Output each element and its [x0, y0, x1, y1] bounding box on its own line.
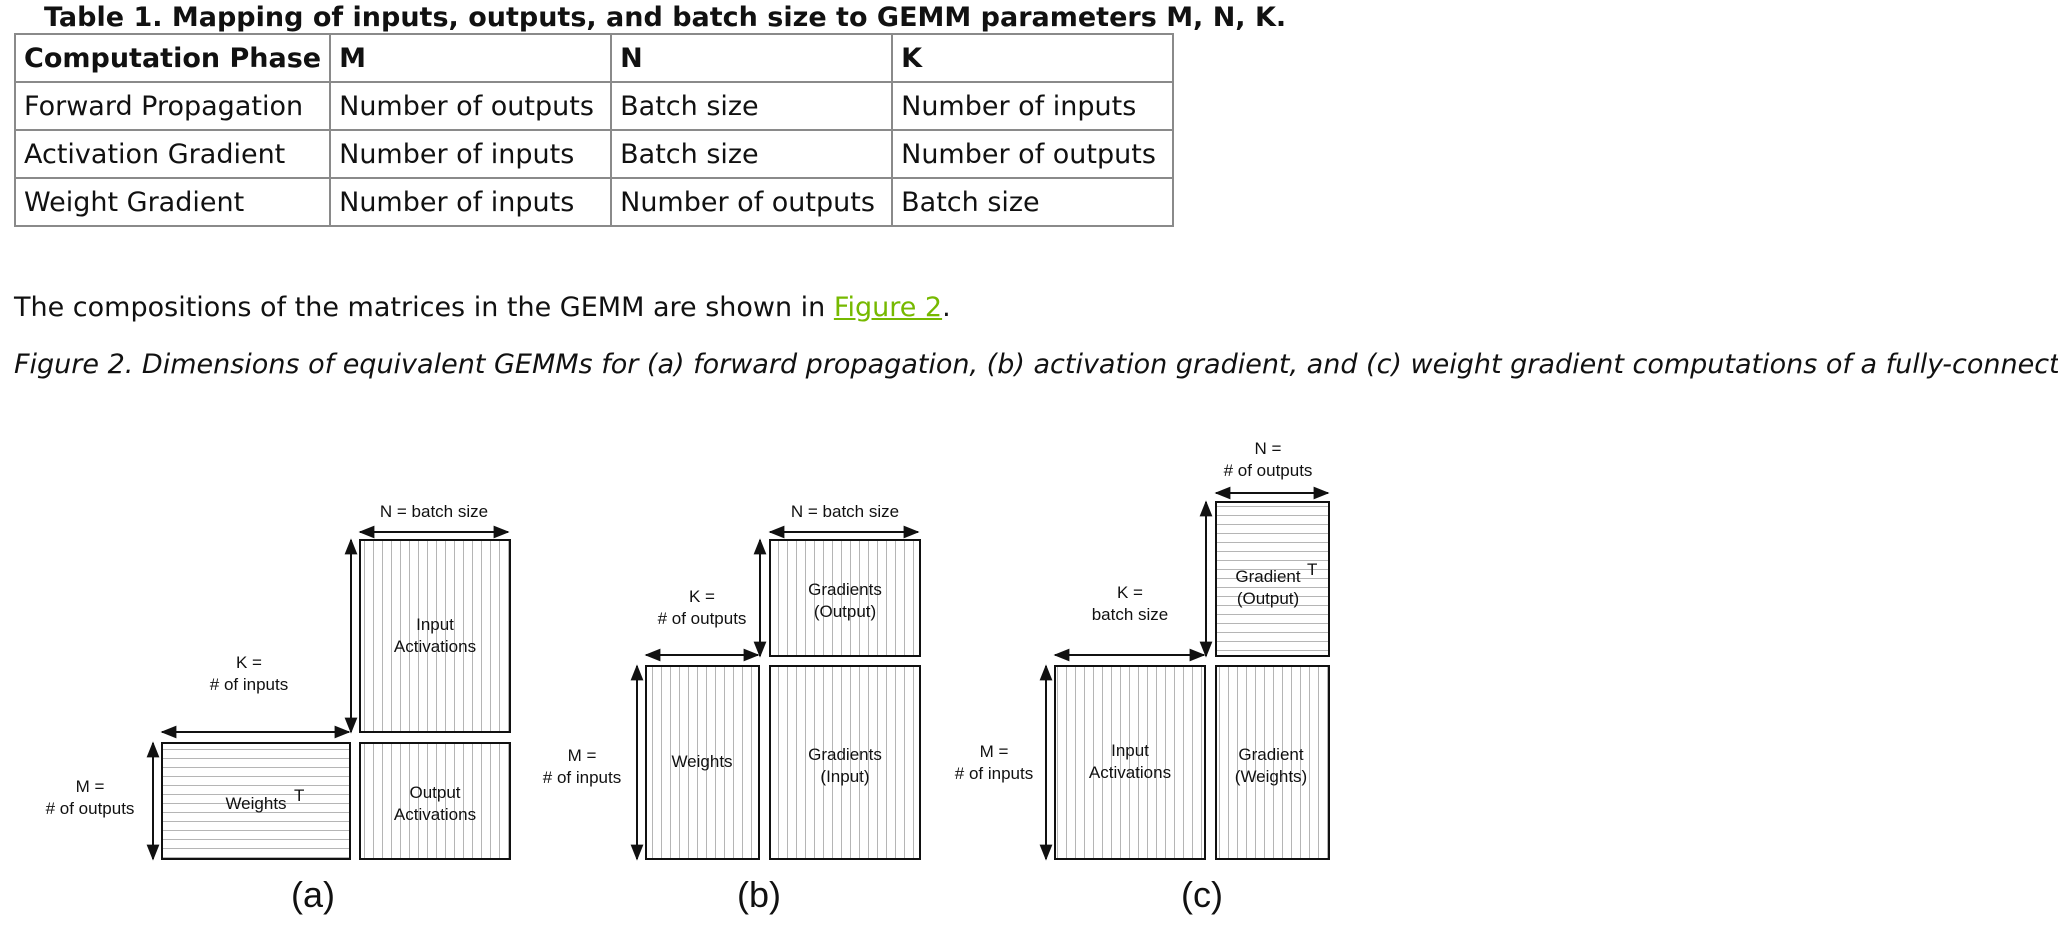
panel-label-a: (a) — [291, 874, 335, 915]
n-label-a: N = batch size — [380, 502, 488, 521]
matrix-label: Gradients — [808, 580, 882, 599]
table-cell: Weight Gradient — [13, 177, 332, 227]
k-label-a: # of inputs — [210, 675, 288, 694]
figure-caption: Figure 2. Dimensions of equivalent GEMMs… — [14, 349, 2058, 380]
panel-label-b: (b) — [737, 874, 781, 915]
k-label-b: # of outputs — [658, 609, 747, 628]
matrix-label: (Output) — [814, 602, 876, 621]
matrix-label: Activations — [394, 637, 476, 656]
table-row: Activation Gradient Number of inputs Bat… — [13, 129, 1175, 179]
k-label-b: K = — [689, 587, 715, 606]
header-cell: M — [329, 33, 613, 83]
k-label-c: batch size — [1092, 605, 1169, 624]
input-activations-matrix-c — [1054, 665, 1206, 860]
table-cell: Batch size — [610, 129, 894, 179]
n-label-b: N = batch size — [791, 502, 899, 521]
k-label-c: K = — [1117, 583, 1143, 602]
table-cell: Number of outputs — [329, 81, 613, 131]
superscript-t: T — [294, 786, 304, 805]
paragraph-text: The compositions of the matrices in the … — [14, 292, 834, 323]
output-activations-matrix — [359, 742, 511, 860]
matrix-label: (Weights) — [1235, 767, 1307, 786]
matrix-label: Gradient — [1235, 567, 1300, 586]
input-activations-matrix — [359, 539, 511, 733]
table-row: Weight Gradient Number of inputs Number … — [13, 177, 1175, 227]
gradient-output-transposed-matrix — [1215, 501, 1330, 657]
table-cell: Number of outputs — [610, 177, 894, 227]
table-cell: Number of inputs — [329, 177, 613, 227]
m-label-a: # of outputs — [46, 799, 135, 818]
gradients-output-matrix — [769, 539, 921, 657]
matrix-label: (Input) — [820, 767, 869, 786]
matrix-label: Activations — [394, 805, 476, 824]
matrix-label: Gradient — [1238, 745, 1303, 764]
m-label-b: # of inputs — [543, 768, 621, 787]
superscript-t: T — [1307, 560, 1317, 579]
table-cell: Activation Gradient — [13, 129, 332, 179]
table-cell: Number of outputs — [891, 129, 1175, 179]
gemm-mapping-table: Computation Phase M N K Forward Propagat… — [13, 33, 1175, 227]
n-label-c: N = — [1255, 439, 1282, 458]
m-label-c: M = — [980, 742, 1009, 761]
weights-matrix-b — [645, 665, 760, 860]
matrix-label: Weights — [671, 752, 732, 771]
panel-label-c: (c) — [1181, 874, 1223, 915]
m-label-c: # of inputs — [955, 764, 1033, 783]
weights-transposed-matrix — [161, 742, 351, 860]
matrix-label: Input — [416, 615, 454, 634]
n-label-c: # of outputs — [1224, 461, 1313, 480]
matrix-label: Output — [409, 783, 460, 802]
k-label-a: K = — [236, 653, 262, 672]
gradient-weights-matrix — [1215, 665, 1330, 860]
gemm-dimensions-figure: N = batch size Input Activations K = # o… — [46, 439, 1330, 915]
table-cell: Batch size — [610, 81, 894, 131]
table-cell: Batch size — [891, 177, 1175, 227]
header-cell: N — [610, 33, 894, 83]
m-label-b: M = — [568, 746, 597, 765]
matrix-label: Gradients — [808, 745, 882, 764]
gradients-input-matrix — [769, 665, 921, 860]
table-header-row: Computation Phase M N K — [13, 33, 1175, 83]
table-row: Forward Propagation Number of outputs Ba… — [13, 81, 1175, 131]
header-cell: K — [891, 33, 1175, 83]
figure-2-link[interactable]: Figure 2 — [833, 292, 943, 323]
table-cell: Number of inputs — [891, 81, 1175, 131]
matrix-label: Activations — [1089, 763, 1171, 782]
table-cell: Number of inputs — [329, 129, 613, 179]
panel-c: N = # of outputs Gradient T (Output) K =… — [955, 439, 1330, 915]
paragraph-end: . — [942, 292, 951, 323]
panel-b: N = batch size Gradients (Output) K = # … — [543, 502, 921, 915]
table-cell: Forward Propagation — [13, 81, 332, 131]
matrix-label: (Output) — [1237, 589, 1299, 608]
body-paragraph: The compositions of the matrices in the … — [14, 292, 951, 323]
matrix-label: Input — [1111, 741, 1149, 760]
m-label-a: M = — [76, 777, 105, 796]
header-cell: Computation Phase — [13, 33, 332, 83]
table-caption: Table 1. Mapping of inputs, outputs, and… — [44, 2, 1287, 33]
panel-a: N = batch size Input Activations K = # o… — [46, 502, 511, 915]
matrix-label: Weights — [225, 794, 286, 813]
